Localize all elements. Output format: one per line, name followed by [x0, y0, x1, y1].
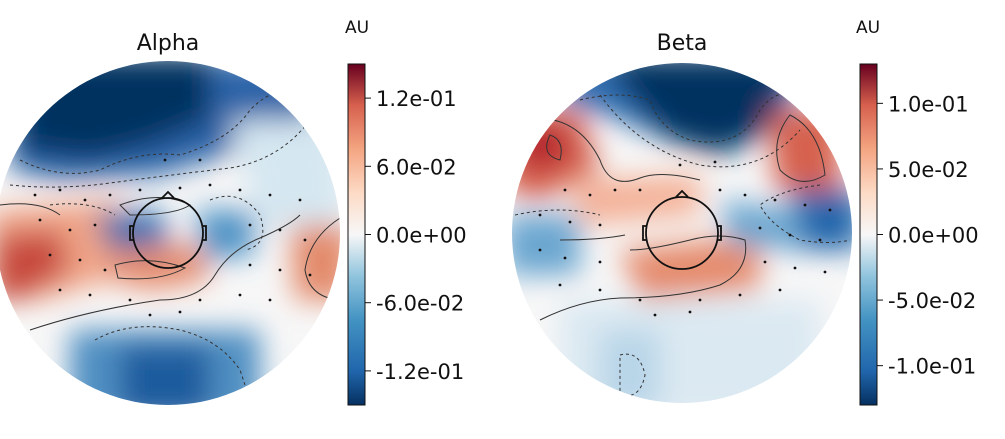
beta-head-outline — [642, 189, 722, 270]
alpha-colorbar-tick-label: -1.2e-01 — [376, 360, 464, 384]
beta-colorbar-tick-label: 1.0e-01 — [888, 92, 969, 116]
beta-title: Beta — [657, 31, 708, 56]
alpha-title: Alpha — [137, 31, 200, 56]
beta-topomap: Beta — [512, 31, 852, 403]
alpha-colorbar: AU 1.2e-01 6.0e-02 0.0e+00 -6.0e-02 -1.2e-01 — [345, 18, 467, 406]
alpha-sensors — [33, 158, 312, 317]
alpha-head-outline — [129, 190, 207, 269]
alpha-colorbar-label: AU — [345, 18, 369, 38]
beta-colorbar-tick-label: -5.0e-02 — [888, 289, 976, 313]
alpha-colorbar-tick-label: 6.0e-02 — [376, 155, 457, 179]
beta-colorbar-tick-label: -1.0e-01 — [888, 355, 976, 379]
beta-colorbar-label: AU — [856, 18, 880, 38]
beta-contours-solid — [519, 114, 826, 321]
beta-sensors — [538, 160, 832, 317]
beta-colorbar-bar — [859, 63, 878, 406]
beta-colorbar-tick-label: 0.0e+00 — [888, 224, 979, 248]
beta-colorbar: AU 1.0e-01 5.0e-02 0.0e+00 -5.0e-02 -1.0e-01 — [856, 18, 979, 406]
alpha-topomap: Alpha — [0, 31, 340, 405]
alpha-colorbar-tick-label: 0.0e+00 — [376, 224, 467, 248]
alpha-colorbar-tick-label: -6.0e-02 — [376, 292, 464, 316]
alpha-contours-dashed — [9, 93, 311, 405]
beta-colorbar-tick-label: 5.0e-02 — [888, 158, 969, 182]
alpha-colorbar-tick-label: 1.2e-01 — [376, 87, 457, 111]
alpha-colorbar-bar — [347, 63, 366, 406]
